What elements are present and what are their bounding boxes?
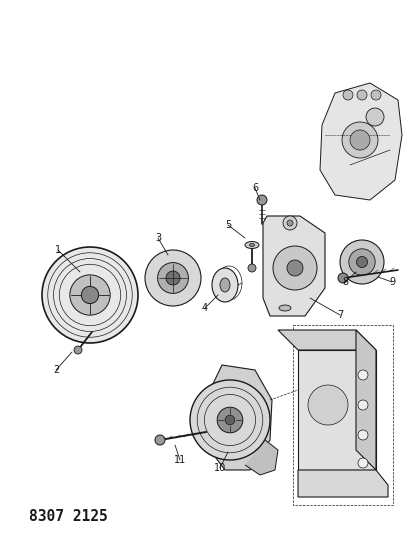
- Circle shape: [81, 286, 99, 304]
- Circle shape: [337, 273, 347, 283]
- Circle shape: [357, 400, 367, 410]
- Polygon shape: [297, 470, 387, 497]
- Circle shape: [286, 220, 292, 226]
- Ellipse shape: [211, 268, 237, 302]
- Circle shape: [357, 370, 367, 380]
- Circle shape: [349, 130, 369, 150]
- Polygon shape: [209, 365, 271, 470]
- Circle shape: [286, 260, 302, 276]
- Circle shape: [356, 256, 366, 268]
- Circle shape: [155, 435, 164, 445]
- Ellipse shape: [249, 244, 254, 246]
- Circle shape: [357, 430, 367, 440]
- Circle shape: [307, 385, 347, 425]
- Circle shape: [256, 195, 266, 205]
- Circle shape: [342, 90, 352, 100]
- Circle shape: [357, 458, 367, 468]
- Circle shape: [70, 275, 110, 315]
- Text: 10: 10: [213, 463, 226, 473]
- Text: 8: 8: [341, 277, 347, 287]
- Text: 3: 3: [155, 233, 161, 243]
- Circle shape: [282, 216, 296, 230]
- Circle shape: [189, 380, 270, 460]
- Circle shape: [272, 246, 316, 290]
- Circle shape: [247, 264, 255, 272]
- Text: 8307 2125: 8307 2125: [29, 509, 107, 524]
- Text: 7: 7: [336, 310, 342, 320]
- Bar: [292, 325, 392, 505]
- Circle shape: [145, 250, 200, 306]
- Polygon shape: [297, 350, 375, 470]
- Circle shape: [348, 249, 374, 275]
- Text: 9: 9: [388, 277, 394, 287]
- Text: 6: 6: [251, 183, 257, 193]
- Ellipse shape: [245, 241, 258, 248]
- Polygon shape: [262, 216, 324, 316]
- Ellipse shape: [278, 305, 290, 311]
- Polygon shape: [277, 330, 375, 350]
- Circle shape: [356, 90, 366, 100]
- Polygon shape: [319, 83, 401, 200]
- Circle shape: [74, 346, 82, 354]
- Circle shape: [365, 108, 383, 126]
- Circle shape: [217, 407, 242, 433]
- Text: 5: 5: [224, 220, 231, 230]
- Circle shape: [225, 415, 234, 425]
- Circle shape: [341, 122, 377, 158]
- Polygon shape: [245, 440, 277, 475]
- Text: 1: 1: [55, 245, 61, 255]
- Text: 11: 11: [173, 455, 186, 465]
- Circle shape: [370, 90, 380, 100]
- Circle shape: [166, 271, 180, 285]
- Circle shape: [339, 240, 383, 284]
- Circle shape: [157, 263, 188, 293]
- Text: 4: 4: [202, 303, 207, 313]
- Text: 2: 2: [53, 365, 59, 375]
- Polygon shape: [355, 330, 375, 470]
- Circle shape: [42, 247, 138, 343]
- Ellipse shape: [220, 278, 229, 292]
